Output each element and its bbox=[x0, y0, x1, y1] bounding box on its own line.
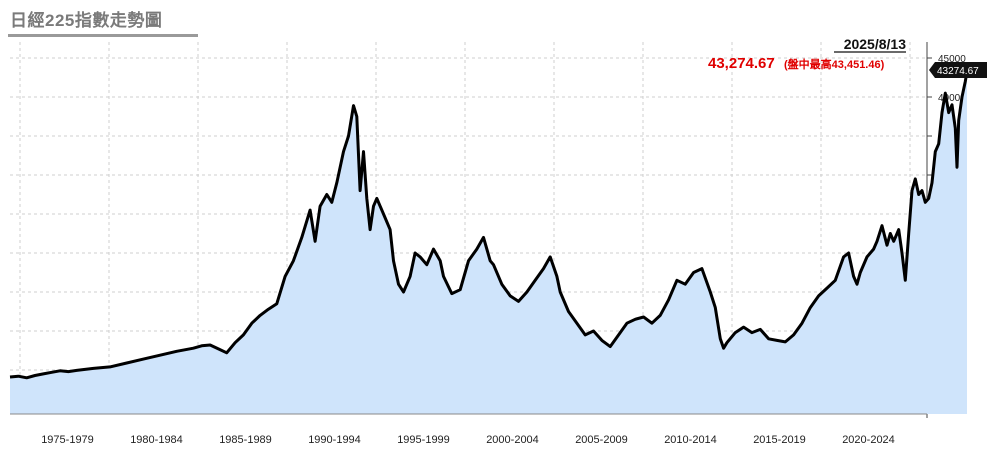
series-area-fill bbox=[10, 71, 967, 414]
x-tick-label: 2010-2014 bbox=[664, 434, 717, 446]
series-line bbox=[9, 71, 969, 380]
x-tick-label: 1990-1994 bbox=[308, 434, 361, 446]
y-tick-label: 45000 bbox=[938, 54, 966, 65]
annotations: 43274.67 2025/8/13 43,274.67 (盤中最高43,451.46… bbox=[708, 36, 987, 78]
x-tick-label: 2005-2009 bbox=[575, 434, 628, 446]
annotation-close-value: 43,274.67 bbox=[708, 55, 775, 72]
x-axis: 1975-1979 1980-1984 1985-1989 1990-1994 1995… bbox=[10, 413, 927, 446]
x-tick-label: 2015-2019 bbox=[753, 434, 806, 446]
x-tick-label: 1985-1989 bbox=[219, 434, 272, 446]
annotation-intraday-high: (盤中最高43,451.46) bbox=[784, 57, 885, 71]
x-tick-label: 1975-1979 bbox=[41, 434, 94, 446]
y-tick-label: 40000 bbox=[938, 93, 966, 104]
x-tick-label: 2020-2024 bbox=[842, 434, 895, 446]
last-value-label: 43274.67 bbox=[937, 66, 979, 77]
last-value-tag bbox=[929, 62, 987, 78]
x-tick-label: 2000-2004 bbox=[486, 434, 539, 446]
x-tick-label: 1980-1984 bbox=[130, 434, 183, 446]
title-underline bbox=[8, 34, 198, 37]
x-tick-label: 1995-1999 bbox=[397, 434, 450, 446]
annotation-date: 2025/8/13 bbox=[844, 36, 906, 52]
chart-title: 日經225指數走勢圖 bbox=[10, 11, 163, 30]
